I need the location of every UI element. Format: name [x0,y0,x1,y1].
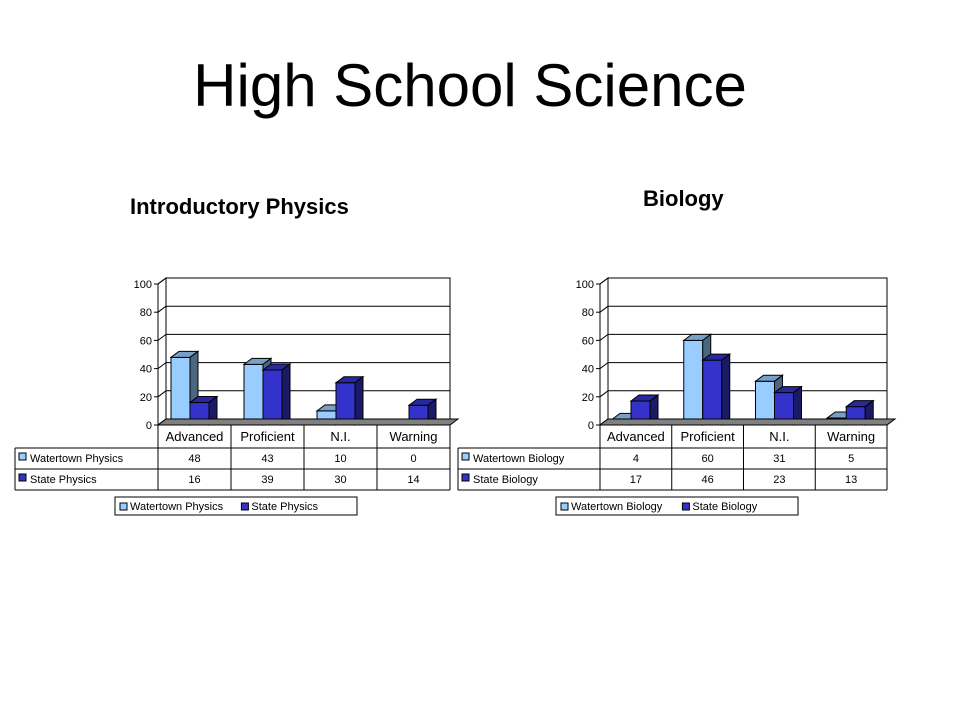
bar-side [721,353,731,426]
chart-back-wall [165,277,451,420]
category-label: Advanced [166,429,224,444]
bar [755,380,775,426]
chart-title-physics: Introductory Physics [130,194,349,219]
data-label: 17 [630,474,642,486]
category-label: Warning [827,429,875,444]
legend-box [114,496,358,516]
data-label: 0 [410,453,416,465]
y-tick-label: 40 [140,364,152,376]
bar [702,359,723,426]
y-tick-label: 40 [582,364,594,376]
series-key [18,452,27,461]
category-label: Proficient [240,429,295,444]
y-tick-label: 100 [576,279,594,291]
gridline-side [599,390,609,398]
legend-key [119,502,128,511]
legend-label: State Physics [251,501,318,513]
chart-title-biology: Biology [643,186,724,211]
chart-side-wall [599,277,609,426]
series-name: State Physics [30,474,97,486]
gridline-side [157,362,167,370]
y-tick-label: 80 [140,307,152,319]
data-label: 23 [773,474,785,486]
legend-label: Watertown Physics [130,501,224,513]
category-label: N.I. [769,429,789,444]
y-tick-label: 80 [582,307,594,319]
legend-key [681,502,690,511]
legend-key [240,502,249,511]
gridline-side [599,333,609,341]
legend-key [560,502,569,511]
series-name: State Biology [473,474,538,486]
data-label: 14 [407,474,419,486]
data-label: 39 [261,474,273,486]
series-key [18,473,27,482]
data-label: 10 [334,453,346,465]
data-label: 30 [334,474,346,486]
y-tick-label: 60 [140,335,152,347]
slide-title: High School Science [193,52,747,119]
legend-label: Watertown Biology [571,501,663,513]
category-label: Warning [390,429,438,444]
gridline-side [599,305,609,313]
gridline-side [157,333,167,341]
series-key [461,473,470,482]
gridline-side [599,362,609,370]
biology-chart: 0 20 40 60 80 100 Advanced Proficient N.I. Warnin… [457,277,897,516]
y-tick-label: 0 [588,420,594,432]
series-name: Watertown Physics [30,453,124,465]
gridline-side [157,390,167,398]
data-label: 48 [188,453,200,465]
chart-floor [598,418,897,426]
data-label: 4 [633,453,639,465]
data-label: 16 [188,474,200,486]
bar [683,339,704,426]
data-label: 5 [848,453,854,465]
y-tick-label: 20 [582,392,594,404]
gridline-side [157,305,167,313]
series-key [461,452,470,461]
legend-label: State Biology [692,501,757,513]
y-tick-label: 0 [146,420,152,432]
category-label: Advanced [607,429,665,444]
data-label: 31 [773,453,785,465]
data-label: 43 [261,453,273,465]
legend-box [555,496,799,516]
chart-legend: Watertown Physics State Physics [114,496,358,516]
series-name: Watertown Biology [473,453,565,465]
data-label: 60 [702,453,714,465]
data-label: 46 [702,474,714,486]
category-label: N.I. [330,429,350,444]
chart-legend: Watertown Biology State Biology [555,496,799,516]
category-label: Proficient [681,429,736,444]
data-label: 13 [845,474,857,486]
y-tick-label: 20 [140,392,152,404]
y-tick-label: 60 [582,335,594,347]
y-tick-label: 100 [134,279,152,291]
